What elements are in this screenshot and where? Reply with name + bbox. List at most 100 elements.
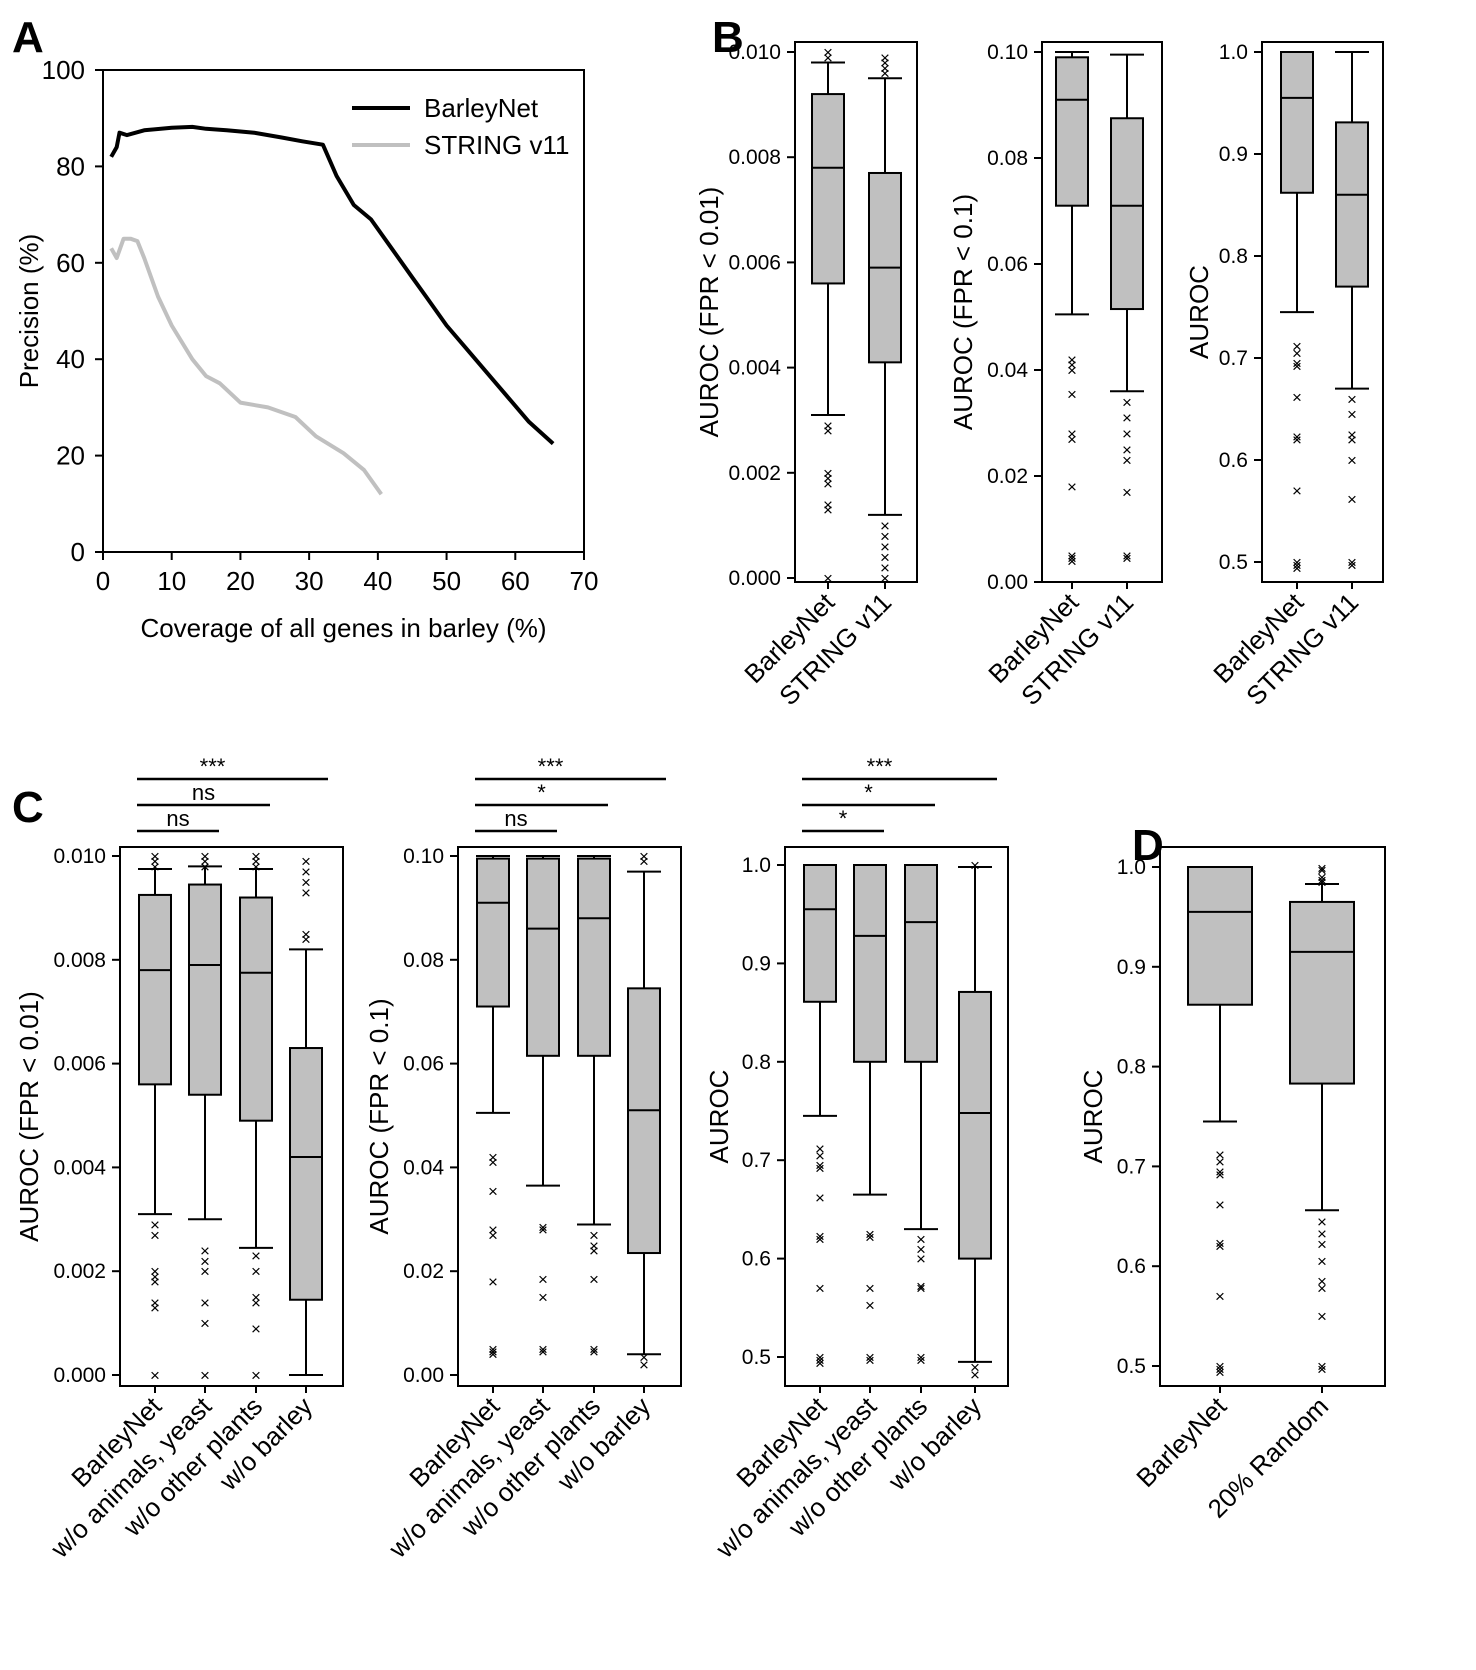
chart-c1-auroc-fpr001: 0.000 0.002 0.004 0.006 0.008 0.010 AUROC (FPR… xyxy=(14,754,344,1564)
outlier-point: × xyxy=(1317,1307,1327,1326)
box-group-barleynet: ××××××××××× xyxy=(138,847,172,1385)
outlier-point: × xyxy=(251,847,261,866)
y-tick-label: 0.08 xyxy=(987,147,1028,170)
plot-frame xyxy=(784,846,1009,1387)
box-iqr xyxy=(1055,56,1089,207)
box-group-w-o-animals-yeast: ××××××××× xyxy=(188,847,222,1385)
outlier-point: × xyxy=(916,1230,926,1249)
outlier-point: × xyxy=(488,1221,498,1240)
y-tick-label: 0.004 xyxy=(53,1156,106,1179)
outlier-point: × xyxy=(916,1348,926,1367)
box-iqr xyxy=(1110,117,1144,311)
outlier-point: × xyxy=(1317,861,1327,880)
plot-frame xyxy=(1159,846,1386,1387)
outlier-point: × xyxy=(1122,483,1132,502)
box-iqr xyxy=(803,864,837,1003)
y-tick-label: 0.9 xyxy=(1117,956,1146,979)
box-iqr xyxy=(239,896,273,1122)
y-tick-label: 60 xyxy=(56,248,85,278)
outlier-point: × xyxy=(1215,1360,1225,1379)
outlier-point: × xyxy=(823,422,833,441)
significance-label: * xyxy=(537,780,546,805)
outlier-point: × xyxy=(1067,549,1077,568)
outlier-point: × xyxy=(1122,393,1132,412)
outlier-point: × xyxy=(1292,428,1302,447)
outlier-point: × xyxy=(251,1247,261,1266)
y-tick-label: 0.02 xyxy=(403,1260,444,1283)
panel-label-d: D xyxy=(1132,821,1164,870)
outlier-point: × xyxy=(639,1348,649,1367)
box-group-w-o-barley: ×××× xyxy=(627,847,661,1375)
outlier-point: × xyxy=(538,1221,548,1240)
significance-label: ns xyxy=(504,806,527,831)
y-tick-label: 0.008 xyxy=(728,146,781,169)
y-tick-label: 0.010 xyxy=(53,845,106,868)
outlier-point: × xyxy=(1292,354,1302,373)
outlier-point: × xyxy=(1317,1360,1327,1379)
outlier-point: × xyxy=(589,1226,599,1245)
outlier-point: × xyxy=(150,1262,160,1281)
significance-label: *** xyxy=(200,754,226,779)
box-group-string-v11: ×××××××××× xyxy=(868,48,902,588)
outlier-point: × xyxy=(200,1262,210,1281)
outlier-point: × xyxy=(823,569,833,588)
outlier-point: × xyxy=(589,1343,599,1362)
outlier-point: × xyxy=(200,1314,210,1333)
outlier-point: × xyxy=(880,59,890,78)
outlier-point: × xyxy=(815,1230,825,1249)
outlier-point: × xyxy=(1317,859,1327,878)
series-line-barleynet xyxy=(109,124,555,446)
outlier-point: × xyxy=(880,537,890,556)
outlier-point: × xyxy=(815,1351,825,1370)
x-tick-label: 20 xyxy=(226,566,255,596)
outlier-point: × xyxy=(815,1354,825,1373)
outlier-point: × xyxy=(823,43,833,62)
outlier-point: × xyxy=(538,1218,548,1237)
outlier-point: × xyxy=(1317,873,1327,892)
box-iqr xyxy=(904,864,938,1063)
significance-label: *** xyxy=(867,754,893,779)
y-tick-label: 0.000 xyxy=(53,1364,106,1387)
x-tick-label: 0 xyxy=(96,566,110,596)
chart-b2-auroc-fpr01: 0.00 0.02 0.04 0.06 0.08 0.10 AUROC (FPR < 0.1… xyxy=(948,41,1163,711)
outlier-point: × xyxy=(1347,556,1357,575)
y-axis-title: AUROC (FPR < 0.1) xyxy=(948,194,978,430)
outlier-point: × xyxy=(1067,425,1077,444)
plot-frame xyxy=(1041,41,1163,583)
outlier-point: × xyxy=(865,1351,875,1370)
outlier-point: × xyxy=(916,1351,926,1370)
outlier-point: × xyxy=(1347,451,1357,470)
outlier-point: × xyxy=(823,474,833,493)
y-tick-label: 0.5 xyxy=(1219,551,1248,574)
outlier-point: × xyxy=(488,1273,498,1292)
outlier-point: × xyxy=(1122,425,1132,444)
y-tick-label: 0.04 xyxy=(987,359,1028,382)
outlier-point: × xyxy=(1067,385,1077,404)
outlier-point: × xyxy=(815,1227,825,1246)
outlier-point: × xyxy=(815,1156,825,1175)
outlier-point: × xyxy=(150,847,160,866)
outlier-point: × xyxy=(1067,361,1077,380)
y-tick-label: 0.7 xyxy=(742,1149,771,1172)
outlier-point: × xyxy=(865,1228,875,1247)
y-tick-label: 100 xyxy=(42,55,85,85)
box-group-barleynet: ×××××××××× xyxy=(811,43,845,588)
outlier-point: × xyxy=(916,1240,926,1259)
box-group-barleynet: ××××××××××× xyxy=(1187,866,1253,1382)
box-group-barleynet: ××××××××× xyxy=(476,855,510,1364)
outlier-point: × xyxy=(1122,549,1132,568)
y-tick-label: 0.04 xyxy=(403,1156,444,1179)
box-group-string-v11: ×××××××× xyxy=(1335,51,1369,575)
outlier-point: × xyxy=(1215,1165,1225,1184)
outlier-point: × xyxy=(150,852,160,871)
outlier-point: × xyxy=(823,48,833,67)
outlier-point: × xyxy=(916,1277,926,1296)
outlier-point: × xyxy=(1215,1234,1225,1253)
outlier-point: × xyxy=(865,1296,875,1315)
outlier-point: × xyxy=(815,1159,825,1178)
y-tick-label: 0.004 xyxy=(728,357,781,380)
box-group-string-v11: ×××××××× xyxy=(1110,53,1144,568)
y-axis-title: AUROC (FPR < 0.1) xyxy=(364,998,394,1234)
outlier-point: × xyxy=(1317,1235,1327,1254)
significance-label: * xyxy=(864,780,873,805)
